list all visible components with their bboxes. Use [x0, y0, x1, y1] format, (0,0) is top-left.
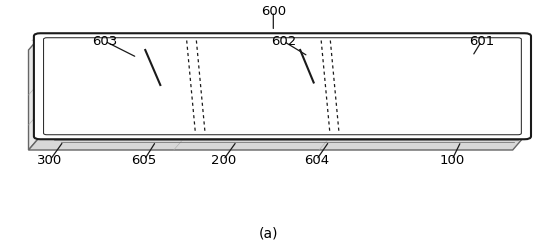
- Text: 300: 300: [38, 154, 62, 166]
- Text: 200: 200: [211, 154, 236, 166]
- Text: (a): (a): [259, 227, 279, 241]
- Text: 604: 604: [304, 154, 329, 166]
- FancyBboxPatch shape: [34, 33, 531, 139]
- Text: 601: 601: [469, 35, 494, 48]
- Polygon shape: [29, 136, 525, 150]
- Text: 100: 100: [440, 154, 464, 166]
- Text: 605: 605: [132, 154, 157, 166]
- FancyBboxPatch shape: [44, 38, 521, 135]
- Text: 600: 600: [261, 5, 286, 18]
- Text: 603: 603: [93, 35, 117, 48]
- Text: 602: 602: [271, 35, 296, 48]
- Polygon shape: [29, 36, 40, 150]
